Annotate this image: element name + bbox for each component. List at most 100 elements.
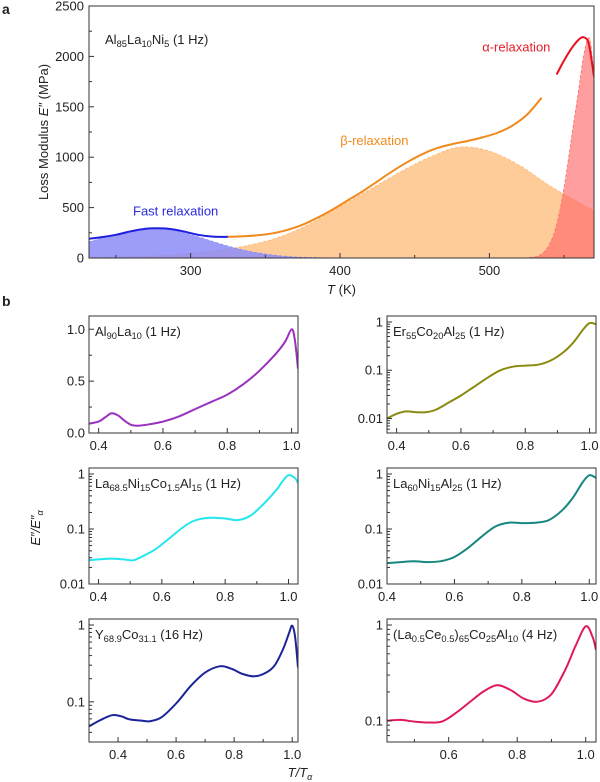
x-tick-label: 0.8	[225, 747, 243, 762]
x-tick-label: 0.6	[154, 438, 172, 453]
title-part: Ce	[425, 627, 442, 642]
y-tick-label: 0.0	[67, 426, 85, 441]
total-curve-fast	[89, 227, 228, 240]
y-tick-label: 0	[77, 251, 84, 266]
x-tick-label: 0.8	[218, 438, 236, 453]
title-part: 15	[430, 483, 440, 493]
y-tick-label: 1	[376, 467, 383, 482]
x-label-sub: α	[307, 772, 313, 782]
title-part: 25	[455, 331, 465, 341]
plot-frame	[386, 618, 597, 743]
title-part: 60	[407, 483, 417, 493]
subplot-b5: 0.1 1 0.4 0.6 0.8 1.0 Y68.9Co31.1 (16 Hz)	[67, 618, 301, 763]
y-axis-label-part: Loss Modulus	[36, 116, 51, 200]
total-curve-alpha	[555, 36, 594, 77]
y-label-num: E″/E″	[28, 515, 43, 546]
data-line-b5	[89, 624, 298, 728]
x-tick-label: 0.4	[378, 589, 396, 604]
title-part: 15	[140, 483, 150, 493]
shared-y-axis-label: E″/E″α	[28, 509, 45, 545]
subplot-b2: 0.01 0.1 1 0.4 0.6 0.8 1.0 Er55Co20Al25 (1 Hz)	[358, 315, 599, 454]
title-part: 31.1	[138, 634, 156, 644]
x-tick-label: 0.4	[89, 589, 107, 604]
y-tick-label: 500	[62, 200, 84, 215]
title-part: 68.9	[104, 634, 122, 644]
subplot-title-b5: Y68.9Co31.1 (16 Hz)	[95, 627, 203, 644]
subplot-title-b6: (La0.5Ce0.5)65Co25Al10 (4 Hz)	[393, 627, 557, 644]
title-part: Co	[150, 476, 167, 491]
panel-label-a: a	[2, 1, 10, 17]
title-part: Ni	[128, 476, 140, 491]
x-label-num: T/T	[288, 765, 309, 780]
title-part: Al	[95, 324, 107, 339]
title-part: (4 Hz)	[518, 627, 557, 642]
annotation-fast: Fast relaxation	[133, 204, 218, 219]
title-part: (1 Hz)	[202, 476, 241, 491]
y-tick-label: 1000	[55, 150, 84, 165]
title-part: Co	[469, 627, 486, 642]
title-part: Ni	[152, 32, 164, 47]
x-tick-label: 0.8	[513, 589, 531, 604]
title-part: (16 Hz)	[157, 627, 203, 642]
x-tick-label: 1.0	[283, 438, 301, 453]
subplot-title-b1: Al90La10 (1 Hz)	[95, 324, 181, 341]
title-part: Ni	[418, 476, 430, 491]
x-tick-label: 0.8	[216, 589, 234, 604]
title-part: 15	[192, 483, 202, 493]
x-tick-label: 1.0	[283, 747, 301, 762]
title-part: La	[127, 32, 142, 47]
x-tick-label: 1.0	[577, 747, 595, 762]
title-part: La	[393, 476, 408, 491]
y-axis-label: Loss Modulus E″ (MPa)	[36, 64, 51, 200]
x-tick-label: 0.6	[153, 589, 171, 604]
x-tick-label: 0.8	[508, 747, 526, 762]
total-curve-beta	[227, 97, 543, 238]
y-tick-label: 0.1	[67, 522, 85, 537]
chart-title-a: Al85La10Ni5 (1 Hz)	[105, 32, 208, 49]
subplot-title-b2: Er55Co20Al25 (1 Hz)	[393, 324, 504, 341]
subplot-title-b4: La60Ni15Al25 (1 Hz)	[393, 476, 502, 493]
x-tick-label: 0.6	[445, 589, 463, 604]
x-tick-label: 400	[329, 263, 351, 278]
data-line-b4	[387, 474, 596, 565]
title-part: (1 Hz)	[142, 324, 181, 339]
plot-frame	[88, 618, 299, 743]
y-tick-label: 0.01	[358, 577, 383, 592]
y-tick-label: 0.1	[365, 522, 383, 537]
title-part: 90	[107, 331, 117, 341]
title-part: Al	[443, 324, 455, 339]
title-part: Al	[105, 32, 117, 47]
title-part: 10	[131, 331, 141, 341]
title-part: 10	[508, 634, 518, 644]
y-tick-label: 2500	[55, 0, 84, 14]
annotation-beta: β-relaxation	[340, 133, 408, 148]
y-tick-label: 0.01	[358, 411, 383, 426]
title-part: 85	[117, 39, 127, 49]
subplot-b4: 0.01 0.1 1 0.4 0.6 0.8 1.0 La60Ni15Al25 (1 Hz)	[358, 467, 599, 605]
title-part: 1.5	[167, 483, 180, 493]
x-axis-label-unit: (K)	[335, 282, 356, 297]
title-part: Co	[122, 627, 139, 642]
y-axis-label-var: E″	[36, 103, 51, 117]
x-tick-label: 1.0	[580, 589, 598, 604]
data-line-b6	[387, 625, 596, 724]
x-tick-label: 0.4	[388, 438, 406, 453]
title-part: 10	[141, 39, 151, 49]
title-part: Al	[496, 627, 508, 642]
title-part: La	[95, 476, 110, 491]
y-label-sub: α	[35, 509, 45, 515]
data-line-b1	[89, 328, 298, 427]
y-tick-label: 1500	[55, 99, 84, 114]
title-part: 25	[486, 634, 496, 644]
title-part: )	[454, 627, 458, 642]
title-part: Al	[180, 476, 192, 491]
y-tick-label: 0.01	[60, 577, 85, 592]
y-axis-label-unit: (MPa)	[36, 64, 51, 103]
title-part: (1 Hz)	[465, 324, 504, 339]
annotation-alpha: α-relaxation	[482, 39, 550, 54]
title-part: 65	[459, 634, 469, 644]
x-tick-label: 1.0	[279, 589, 297, 604]
y-tick-label: 1	[78, 467, 85, 482]
x-axis-label-var: T	[327, 282, 336, 297]
